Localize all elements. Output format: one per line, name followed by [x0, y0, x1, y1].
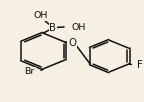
Text: O: O — [68, 38, 76, 48]
Text: Br: Br — [24, 67, 35, 76]
Text: OH: OH — [71, 23, 86, 32]
Text: F: F — [137, 60, 142, 70]
Text: OH: OH — [34, 11, 48, 20]
Text: B: B — [50, 23, 56, 33]
